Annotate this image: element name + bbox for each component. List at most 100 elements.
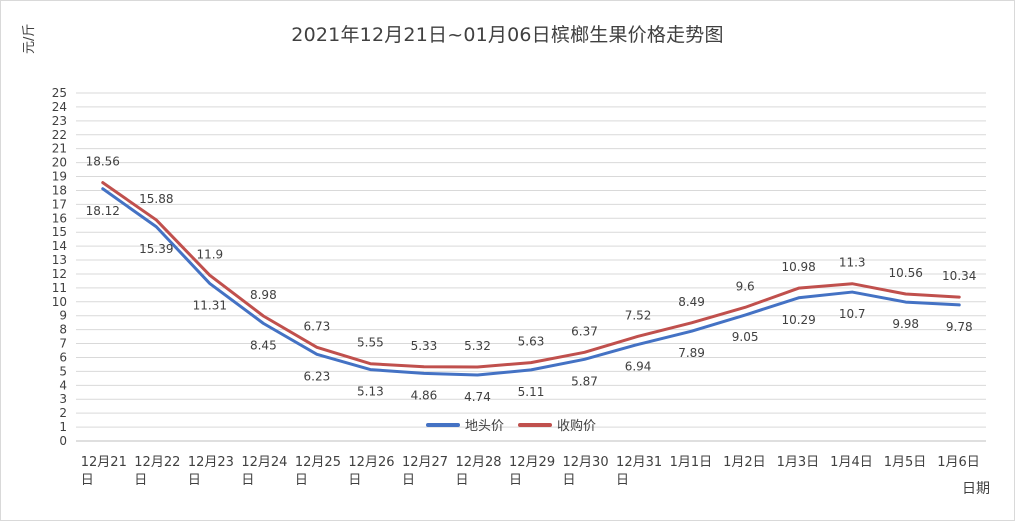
y-tick-label: 9 [59, 309, 67, 323]
y-tick-label: 2 [59, 406, 67, 420]
x-tick-label: 1月3日 [777, 455, 820, 470]
y-tick-label: 11 [52, 281, 67, 295]
x-tick-label: 1月4日 [830, 455, 873, 470]
x-tick-label: 1月1日 [670, 455, 713, 470]
y-tick-label: 20 [52, 156, 67, 170]
data-label-series-2: 18.56 [86, 155, 120, 169]
x-tick-label: 12月29 [509, 455, 555, 470]
x-tick-label-line2: 日 [188, 473, 201, 488]
y-tick-label: 21 [52, 142, 67, 156]
x-axis-unit-label: 日期 [962, 481, 990, 497]
y-tick-label: 25 [52, 86, 67, 100]
y-tick-label: 8 [59, 323, 67, 337]
legend-label-series-1: 地头价 [465, 419, 505, 434]
data-label-series-2: 10.34 [942, 269, 976, 283]
x-tick-label-line2: 日 [563, 473, 576, 488]
y-tick-label: 3 [59, 392, 67, 406]
y-tick-label: 5 [59, 364, 67, 378]
series-line-2 [101, 181, 961, 369]
x-tick-label-line2: 日 [295, 473, 308, 488]
x-tick-label: 12月22 [134, 455, 180, 470]
data-label-series-2: 5.55 [357, 336, 384, 350]
y-tick-label: 17 [52, 197, 67, 211]
x-tick-label: 12月25 [295, 455, 341, 470]
x-tick-label: 12月27 [402, 455, 448, 470]
x-tick-label: 12月24 [241, 455, 287, 470]
chart-title: 2021年12月21日~01月06日槟榔生果价格走势图 [291, 24, 724, 46]
y-tick-label: 13 [52, 253, 67, 267]
legend-swatch-series-1 [426, 422, 460, 427]
x-tick-label-line2: 日 [402, 473, 415, 488]
data-label-series-1: 5.87 [571, 374, 598, 388]
data-label-series-1: 8.45 [250, 338, 277, 352]
data-label-series-2: 11.3 [839, 256, 866, 270]
x-tick-label-line2: 日 [348, 473, 361, 488]
data-label-series-2: 5.32 [464, 339, 491, 353]
y-tick-label: 22 [52, 128, 67, 142]
y-tick-label: 23 [52, 114, 67, 128]
series-line-1 [101, 187, 961, 377]
data-label-series-1: 4.86 [411, 388, 438, 402]
y-tick-label: 7 [59, 337, 67, 351]
data-label-series-2: 9.6 [736, 279, 755, 293]
y-tick-label: 16 [52, 211, 67, 225]
data-label-series-2: 5.33 [411, 339, 438, 353]
data-label-series-1: 18.12 [86, 204, 120, 218]
x-tick-label: 12月21 [81, 455, 127, 470]
data-label-series-1: 5.13 [357, 385, 384, 399]
x-tick-label-line2: 日 [455, 473, 468, 488]
legend-item-series-1: 地头价 [426, 415, 504, 434]
data-label-series-1: 10.7 [839, 307, 866, 321]
data-label-series-2: 15.88 [139, 192, 173, 206]
data-label-series-1: 9.98 [892, 317, 919, 331]
y-tick-label: 24 [52, 100, 67, 114]
y-tick-label: 4 [59, 378, 67, 392]
y-tick-label: 15 [52, 225, 67, 239]
data-label-series-2: 11.9 [196, 247, 223, 261]
data-label-series-2: 6.73 [304, 319, 331, 333]
y-tick-label: 10 [52, 295, 67, 309]
x-tick-label: 12月31 [616, 455, 662, 470]
data-label-series-1: 9.78 [946, 320, 973, 334]
y-tick-label: 18 [52, 183, 67, 197]
data-label-series-1: 4.74 [464, 390, 491, 404]
data-label-series-1: 11.31 [193, 299, 227, 313]
data-label-series-2: 6.37 [571, 324, 598, 338]
data-label-series-1: 5.11 [518, 385, 545, 399]
x-tick-label-line2: 日 [241, 473, 254, 488]
x-tick-label-line2: 日 [134, 473, 147, 488]
x-tick-label-line2: 日 [616, 473, 629, 488]
data-label-series-1: 6.23 [304, 369, 331, 383]
data-label-series-1: 15.39 [139, 242, 173, 256]
y-tick-label: 1 [59, 420, 67, 434]
x-tick-label: 12月23 [188, 455, 234, 470]
legend-label-series-2: 收购价 [557, 419, 597, 434]
chart-legend: 地头价 收购价 [426, 415, 596, 434]
legend-swatch-series-2 [518, 422, 553, 427]
x-tick-label: 1月2日 [723, 455, 766, 470]
legend-item-series-2: 收购价 [518, 415, 596, 434]
x-tick-label: 1月5日 [884, 455, 927, 470]
x-tick-label: 12月28 [455, 455, 501, 470]
y-tick-label: 14 [52, 239, 67, 253]
data-label-series-2: 5.63 [518, 335, 545, 349]
data-label-series-2: 7.52 [625, 308, 652, 322]
x-tick-label-line2: 日 [81, 473, 94, 488]
x-tick-label: 12月26 [348, 455, 394, 470]
data-label-series-1: 9.05 [732, 330, 759, 344]
data-label-series-1: 6.94 [625, 359, 652, 373]
data-label-series-1: 10.29 [781, 313, 815, 327]
y-tick-label: 12 [52, 267, 67, 281]
x-tick-label: 12月30 [563, 455, 609, 470]
x-tick-label-line2: 日 [509, 473, 522, 488]
data-label-series-2: 8.98 [250, 288, 277, 302]
y-tick-label: 19 [52, 170, 67, 184]
data-label-series-2: 8.49 [678, 295, 705, 309]
data-label-series-1: 7.89 [678, 346, 705, 360]
data-label-series-2: 10.98 [781, 260, 815, 274]
x-tick-label: 1月6日 [937, 455, 980, 470]
y-tick-label: 0 [59, 434, 67, 448]
data-label-series-2: 10.56 [889, 266, 923, 280]
y-tick-label: 6 [59, 350, 67, 364]
